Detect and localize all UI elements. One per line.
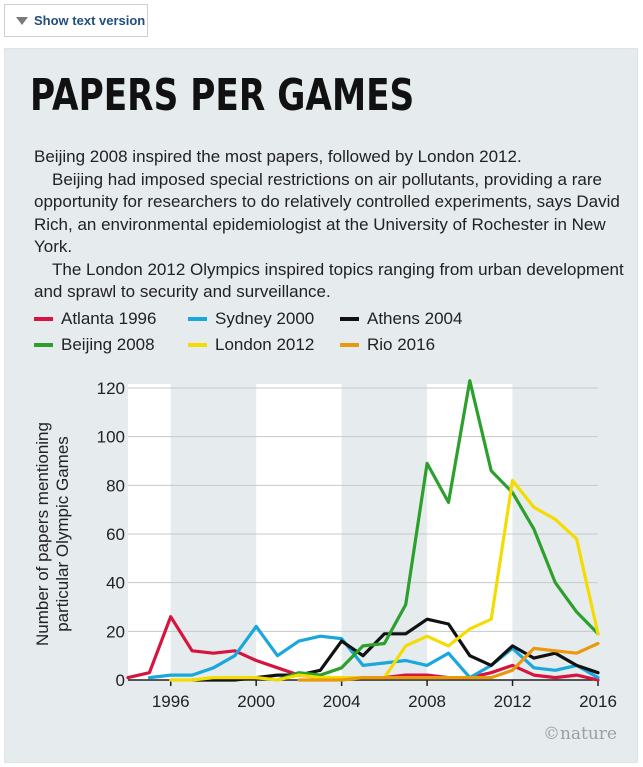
legend-swatch <box>340 317 359 321</box>
legend-item: Beijing 2008 <box>34 333 155 357</box>
legend-label: Sydney 2000 <box>215 309 315 328</box>
chart-description: Beijing 2008 inspired the most papers, f… <box>34 146 624 304</box>
triangle-down-icon <box>16 16 28 25</box>
description-paragraph-1: Beijing 2008 inspired the most papers, f… <box>34 147 522 166</box>
background-band <box>427 384 513 680</box>
chart-title: PAPERS PER GAMES <box>30 70 415 121</box>
y-tick-label: 60 <box>106 525 125 544</box>
legend-label: Rio 2016 <box>367 335 436 354</box>
y-tick-label: 0 <box>116 671 125 690</box>
legend-swatch <box>188 317 207 321</box>
background-band <box>256 384 342 680</box>
background-band <box>512 384 598 680</box>
y-axis-label-line-1: Number of papers mentioning <box>33 422 52 646</box>
legend-label: London 2012 <box>215 335 315 354</box>
legend-swatch <box>34 343 53 347</box>
legend-swatch <box>188 343 207 347</box>
legend-item: Atlanta 1996 <box>34 307 156 331</box>
x-tick-label: 2004 <box>323 692 361 711</box>
description-paragraph-2: Beijing had imposed special restrictions… <box>34 169 620 257</box>
legend-label: Beijing 2008 <box>61 335 155 354</box>
legend-item: Rio 2016 <box>340 333 435 357</box>
legend-swatch <box>34 317 53 321</box>
x-tick-label: 2012 <box>494 692 532 711</box>
legend-swatch <box>340 343 359 347</box>
description-paragraph-3: The London 2012 Olympics inspired topics… <box>34 259 624 302</box>
y-axis-label: Number of papers mentioningparticular Ol… <box>33 422 72 646</box>
y-tick-label: 40 <box>106 574 125 593</box>
legend-item: Sydney 2000 <box>188 307 314 331</box>
series-line-rio-2016 <box>297 641 600 682</box>
y-tick-label: 80 <box>106 476 125 495</box>
legend-label: Atlanta 1996 <box>61 309 157 328</box>
legend-item: London 2012 <box>188 333 314 357</box>
legend-item: Athens 2004 <box>340 307 462 331</box>
y-tick-label: 120 <box>97 379 125 398</box>
show-text-version-label: Show text version <box>34 13 146 28</box>
legend-label: Athens 2004 <box>367 309 463 328</box>
series-line-beijing-2008 <box>275 379 600 682</box>
nature-credit: ©nature <box>543 724 617 744</box>
y-tick-label: 20 <box>106 622 125 641</box>
y-axis-label-line-2: particular Olympic Games <box>53 436 72 632</box>
y-tick-label: 100 <box>97 428 125 447</box>
x-tick-label: 1996 <box>152 692 190 711</box>
background-band <box>170 384 257 680</box>
background-band <box>128 384 171 680</box>
show-text-version-button[interactable]: Show text version <box>4 4 148 37</box>
x-tick-label: 2000 <box>237 692 275 711</box>
x-tick-label: 2016 <box>579 692 617 711</box>
x-tick-label: 2008 <box>408 692 446 711</box>
